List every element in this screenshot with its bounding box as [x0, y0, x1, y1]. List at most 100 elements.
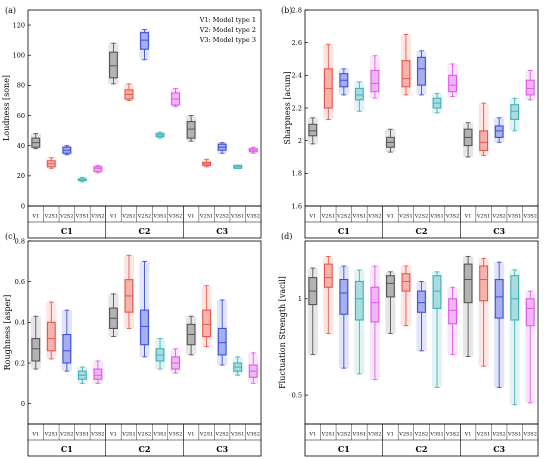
category-label: V3S2 [246, 432, 260, 438]
category-label: V3S2 [367, 432, 381, 438]
box-body [323, 263, 333, 288]
category-label: V3S2 [90, 214, 104, 220]
category-label: V3S2 [90, 432, 104, 438]
group-label: C2 [416, 444, 428, 454]
category-label: V1 [31, 432, 39, 438]
y-tick-label: 40 [17, 142, 25, 150]
box-body [494, 125, 504, 138]
box-body [370, 69, 380, 93]
box-c2-v1 [385, 128, 396, 153]
category-label: V3S1 [75, 432, 89, 438]
box-c1-v1 [30, 315, 41, 370]
category-label: V3S2 [168, 432, 182, 438]
box-body [354, 87, 364, 101]
category-label: V2S2 [137, 214, 151, 220]
category-label: V2S1 [476, 432, 490, 438]
box-body [46, 321, 56, 352]
box-body [401, 60, 411, 88]
box-c3-v3s1 [232, 356, 243, 376]
panel-4: (d) 0.5 1 Fluctuation Strength [vacil] C1 C2 C… [278, 232, 539, 457]
box-c2-v1 [108, 42, 119, 85]
y-tick-label: 0.6 [15, 278, 25, 286]
box-c3-v2s2 [217, 299, 228, 366]
y-tick-label: 120 [13, 21, 25, 29]
category-label: V2S1 [398, 432, 412, 438]
category-label: V3S2 [523, 432, 537, 438]
category-label: V3S2 [445, 214, 459, 220]
category-label: V1 [386, 432, 394, 438]
y-tick-label: 1 [298, 295, 302, 303]
category-label: V2S1 [321, 214, 335, 220]
box-body [463, 263, 473, 304]
box-c1-v2s1 [46, 157, 57, 169]
category-label: V1 [109, 214, 117, 220]
box-c2-v1 [108, 293, 119, 338]
box-c1-v3s2 [92, 164, 103, 174]
group-label: C1 [61, 444, 73, 454]
box-body [140, 32, 149, 50]
group-label: C3 [493, 444, 505, 454]
y-tick-label: 2.4 [292, 72, 302, 80]
y-tick-label: 2.6 [292, 39, 302, 47]
y-axis-label: Loudness [sone] [2, 75, 11, 141]
category-label: V3S1 [152, 214, 166, 220]
group-label: C3 [216, 444, 228, 454]
box-c1-v3s2 [369, 55, 380, 99]
group-label: C3 [216, 226, 228, 236]
y-tick-label: 2.2 [292, 104, 302, 112]
box-c1-v2s1 [46, 301, 57, 360]
category-label: V2S1 [321, 432, 335, 438]
y-tick-label: 80 [17, 82, 25, 90]
category-label: V2S1 [476, 214, 490, 220]
box-c2-v3s2 [170, 348, 181, 374]
category-label: V3S1 [507, 432, 521, 438]
category-label: V3S1 [429, 432, 443, 438]
box-c2-v3s1 [154, 338, 166, 370]
category-label: V1 [187, 432, 195, 438]
box-c3-v3s2 [525, 69, 536, 101]
box-body [370, 286, 380, 323]
group-label: C2 [416, 226, 428, 236]
category-label: V2S2 [214, 432, 228, 438]
box-c2-v3s2 [170, 87, 181, 107]
category-label: V2S2 [59, 214, 73, 220]
category-label: V2S2 [137, 432, 151, 438]
category-label: V2S1 [44, 214, 58, 220]
box-body [202, 309, 212, 338]
box-body [479, 130, 489, 152]
box-body [448, 298, 457, 325]
y-tick-label: 1.8 [292, 170, 302, 178]
group-label: C3 [493, 226, 505, 236]
box-c1-v3s2 [369, 265, 380, 381]
category-label: V2S1 [199, 214, 213, 220]
category-label: V2S1 [44, 432, 58, 438]
box-c2-v1 [385, 271, 396, 334]
category-label: V2S2 [214, 214, 228, 220]
box-body [339, 278, 349, 315]
group-label: C2 [139, 226, 151, 236]
box-c1-v2s1 [323, 43, 334, 120]
panel-label: (a) [5, 6, 16, 15]
box-c2-v2s1 [123, 83, 135, 101]
category-label: V1 [109, 432, 117, 438]
group-label: C1 [338, 226, 350, 236]
category-label: V1 [308, 432, 316, 438]
category-label: V1 [464, 432, 472, 438]
box-body [417, 290, 426, 313]
y-tick-label: 0.5 [292, 391, 302, 399]
category-label: V1 [187, 214, 195, 220]
box-body [140, 309, 149, 346]
y-tick-label: 0.8 [15, 237, 25, 245]
y-axis-label: Fluctuation Strength [vacil] [278, 276, 287, 389]
y-tick-label: 20 [17, 172, 25, 180]
box-c3-v1 [463, 122, 474, 158]
box-c1-v3s1 [77, 366, 88, 384]
y-tick-label: 1.6 [292, 202, 302, 210]
box-c1-v3s1 [354, 81, 365, 112]
category-label: V2S1 [121, 214, 135, 220]
box-c3-v3s2 [248, 352, 259, 384]
category-label: V3S2 [523, 214, 537, 220]
box-body [186, 121, 196, 139]
